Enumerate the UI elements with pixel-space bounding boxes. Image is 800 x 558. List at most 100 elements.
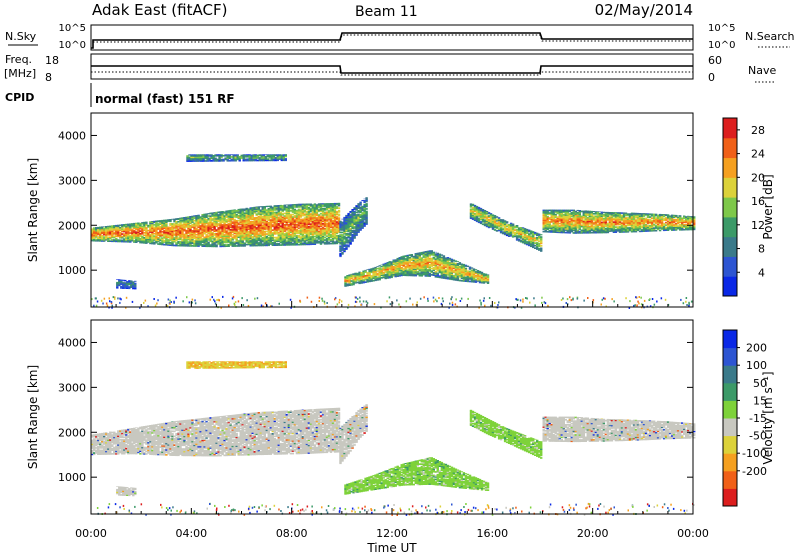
power-cell: [345, 215, 347, 216]
power-cell: [496, 216, 498, 218]
power-cell: [365, 197, 367, 198]
power-cell: [534, 232, 536, 233]
power-cell: [135, 223, 137, 224]
power-cell: [165, 220, 167, 221]
power-cell: [256, 227, 258, 229]
nsky-label: N.Sky: [5, 30, 37, 43]
power-cell: [479, 271, 481, 272]
power-cell: [286, 226, 288, 228]
power-cell: [540, 236, 542, 238]
power-cell: [365, 211, 367, 213]
power-cell: [496, 230, 498, 232]
power-cell: [225, 211, 227, 212]
power-cell: [457, 261, 459, 262]
nsearch-label: N.Search: [745, 30, 795, 43]
power-cell: [225, 219, 227, 221]
power-cell: [316, 239, 318, 241]
power-cell: [145, 222, 147, 223]
power-cell: [467, 270, 469, 272]
power-cell: [465, 265, 467, 266]
power-cell: [195, 228, 197, 230]
power-cell: [365, 208, 367, 210]
power-cell: [496, 222, 498, 224]
power-cell: [480, 208, 482, 209]
freq-panel: Freq. [MHz] Nave 18 8 60 0: [4, 53, 776, 84]
power-cell: [411, 254, 413, 255]
power-cell: [536, 233, 538, 234]
date-title: 02/May/2014: [595, 1, 693, 19]
power-cell: [439, 254, 441, 255]
power-cell: [526, 241, 528, 243]
power-cell: [256, 207, 258, 208]
cpid-label: CPID: [5, 91, 34, 104]
power-cell: [443, 255, 445, 256]
power-cell: [286, 220, 288, 222]
power-cell: [484, 210, 486, 211]
power-cell: [540, 245, 542, 247]
power-cell: [502, 219, 504, 220]
freq-tick-top: 18: [45, 54, 59, 67]
power-cell: [407, 255, 409, 256]
power-cell: [376, 273, 378, 275]
power-cell: [526, 229, 528, 230]
nave-tick-top: 60: [708, 54, 722, 67]
power-cell: [376, 266, 378, 267]
power-cell: [338, 203, 340, 204]
power-cell: [431, 250, 433, 252]
power-cell: [469, 267, 471, 268]
power-cell: [225, 244, 227, 246]
power-cell: [474, 205, 476, 206]
power-cell: [472, 204, 474, 205]
power-cell: [437, 273, 439, 275]
power-cell: [587, 217, 589, 219]
freq-trace: [91, 66, 693, 73]
power-cell: [105, 226, 107, 227]
freq-tick-bottom: 8: [45, 71, 52, 84]
power-cell: [286, 205, 288, 206]
power-cell: [286, 232, 288, 234]
nave-label: Nave: [748, 64, 776, 77]
freq-unit: [MHz]: [4, 67, 36, 80]
power-cell: [496, 219, 498, 221]
power-cell: [465, 268, 467, 270]
power-cell: [345, 244, 347, 246]
nave-tick-bottom: 0: [708, 71, 715, 84]
power-cell: [486, 211, 488, 212]
power-cell: [482, 209, 484, 210]
power-cell: [478, 207, 480, 208]
power-cell: [512, 224, 514, 226]
power-cell: [506, 221, 508, 222]
radar-title: Adak East (fitACF): [92, 1, 227, 19]
power-cell: [225, 224, 227, 226]
power-cell: [338, 210, 340, 212]
power-cell: [449, 258, 451, 259]
power-cell: [256, 217, 258, 219]
power-cell: [557, 210, 559, 211]
power-cell: [365, 203, 367, 205]
beam-title: Beam 11: [355, 4, 418, 20]
power-cell: [587, 211, 589, 213]
noise-panel: N.Sky N.Search 10^5 10^0 10^5 10^0: [5, 23, 795, 51]
power-cell: [286, 206, 288, 208]
power-cell: [316, 204, 318, 206]
power-cell: [532, 231, 534, 232]
power-cell: [498, 217, 500, 219]
power-cell: [488, 212, 490, 213]
noise-tick-right-top: 10^5: [708, 23, 735, 34]
power-cell: [345, 237, 347, 239]
power-cell: [286, 240, 288, 242]
power-cell: [490, 213, 492, 214]
noise-tick-left-top: 10^5: [59, 23, 86, 34]
noise-tick-left-bottom: 10^0: [59, 40, 86, 51]
power-cell: [437, 253, 439, 254]
power-cell: [526, 235, 528, 237]
power-cell: [346, 283, 348, 285]
noise-frame: [91, 25, 693, 50]
power-cell: [504, 220, 506, 221]
power-cell: [540, 248, 542, 250]
power-cell: [195, 234, 197, 236]
power-cell: [338, 214, 340, 216]
power-cell: [338, 207, 340, 209]
